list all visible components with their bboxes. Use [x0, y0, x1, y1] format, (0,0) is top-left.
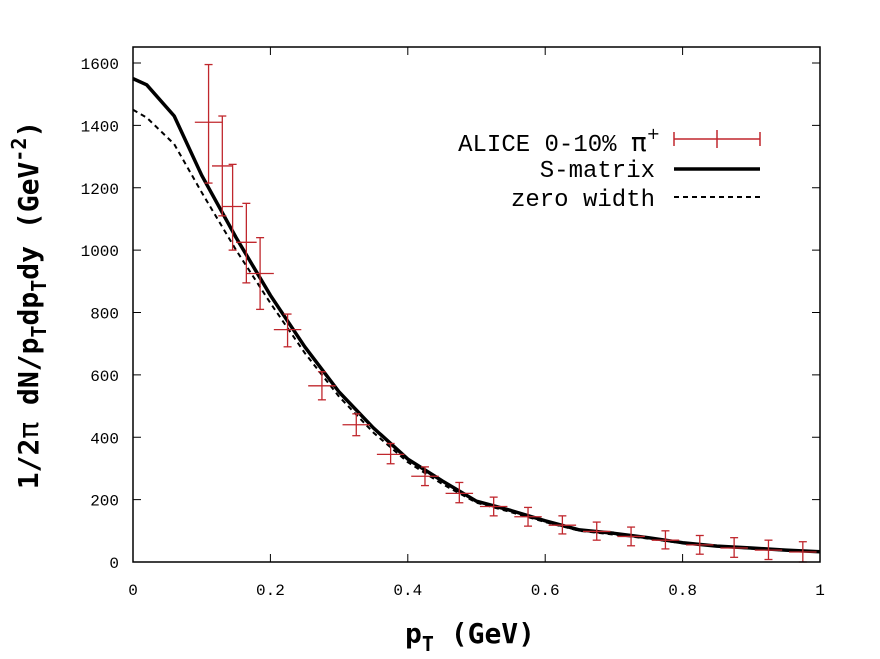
legend-label-alice: ALICE 0-10% π+	[458, 124, 660, 159]
y-tick-label: 1600	[81, 56, 119, 74]
x-tick-label: 0	[128, 582, 138, 600]
data-point-alice	[246, 236, 274, 311]
x-tick-label: 0.8	[668, 582, 697, 600]
data-point-alice	[651, 530, 680, 550]
x-tick-label: 0.4	[393, 582, 422, 600]
y-tick-label: 400	[90, 430, 119, 448]
data-point-alice	[479, 496, 508, 517]
data-point-alice	[686, 534, 714, 555]
y-tick-labels: 0 200 400 600 800 1000 1200 1400 1600	[81, 56, 119, 573]
y-tick-label: 600	[90, 368, 119, 386]
y-tick-label: 800	[90, 306, 119, 324]
legend-label-zero-width: zero width	[511, 187, 655, 214]
data-point-alice	[342, 413, 371, 437]
data-point-alice	[789, 541, 817, 563]
plot-frame	[132, 46, 821, 563]
data-point-alice	[720, 537, 748, 558]
data-point-alice	[308, 371, 336, 401]
data-point-alice	[582, 521, 611, 541]
data-point-alice	[273, 313, 302, 348]
data-point-alice	[445, 481, 474, 504]
y-tick-label: 200	[90, 493, 119, 511]
x-tick-labels: 0 0.2 0.4 0.6 0.8 1	[128, 582, 825, 600]
axis-ticks	[132, 47, 821, 563]
data-point-alice	[617, 526, 645, 547]
data-point-alice	[548, 515, 577, 535]
series-line-zero-width	[132, 108, 821, 553]
legend-label-smatrix: S-matrix	[540, 158, 655, 185]
data-point-alice	[236, 202, 257, 284]
data-point-alice	[222, 163, 243, 251]
y-tick-label: 1400	[81, 118, 119, 136]
x-tick-label: 0.2	[256, 582, 285, 600]
x-tick-label: 1	[815, 582, 825, 600]
legend-marker-alice	[673, 130, 761, 148]
data-point-alice	[754, 539, 783, 561]
data-point-alice	[411, 466, 439, 487]
data-point-alice	[514, 506, 542, 527]
x-tick-label: 0.6	[531, 582, 560, 600]
data-point-alice	[212, 115, 233, 217]
y-axis-title: 1/2π dN/pTdpTdy (GeV-2)	[7, 121, 51, 490]
data-point-alice	[194, 63, 223, 184]
legend: ALICE 0-10% π+ S-matrix zero width	[458, 124, 761, 214]
data-point-alice	[376, 442, 405, 465]
y-tick-label: 1200	[81, 181, 119, 199]
x-axis-title: pT (GeV)	[405, 617, 535, 656]
series-layer	[132, 63, 821, 563]
y-tick-label: 1000	[81, 243, 119, 261]
y-tick-label: 0	[109, 555, 119, 573]
